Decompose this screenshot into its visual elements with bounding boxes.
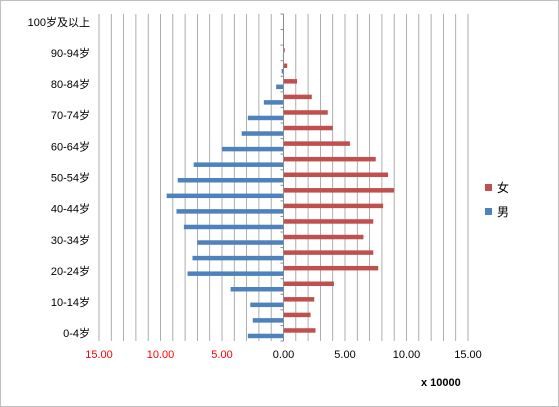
y-tick-label: 70-74岁 bbox=[51, 108, 90, 122]
bar-male-5-9岁 bbox=[252, 318, 284, 323]
bar-male-0-4岁 bbox=[247, 333, 284, 339]
bar-female-45-49岁 bbox=[283, 188, 395, 193]
bar-male-85-89岁 bbox=[281, 69, 284, 74]
legend: 女 男 bbox=[485, 180, 509, 219]
tick-labels: 0-4岁 10-14岁 20-24岁 30-34岁 40-44岁 50-54岁 60-64岁… bbox=[28, 15, 482, 361]
x-tick-label: 5.00 bbox=[211, 349, 232, 361]
y-tick-label: 10-14岁 bbox=[51, 295, 90, 309]
x-tick-label: 15.00 bbox=[85, 349, 113, 361]
x-axis-unit-label: x 10000 bbox=[421, 377, 461, 389]
bar-male-35-39岁 bbox=[183, 224, 284, 230]
x-tick-label: 5.00 bbox=[334, 349, 355, 361]
bars bbox=[166, 32, 395, 339]
bar-male-65-69岁 bbox=[241, 131, 284, 136]
bar-male-10-14岁 bbox=[250, 302, 284, 308]
bar-male-55-59岁 bbox=[193, 162, 284, 167]
y-tick-label: 30-34岁 bbox=[51, 233, 90, 247]
bar-male-60-64岁 bbox=[222, 146, 284, 152]
legend-label-female: 女 bbox=[497, 180, 509, 195]
y-tick-label: 20-24岁 bbox=[51, 264, 90, 278]
bar-female-0-4岁 bbox=[283, 328, 316, 333]
bar-female-25-29岁 bbox=[283, 250, 374, 255]
legend-label-male: 男 bbox=[497, 205, 509, 219]
bar-female-40-44岁 bbox=[283, 203, 384, 209]
bar-female-70-74岁 bbox=[283, 110, 328, 115]
bar-male-75-79岁 bbox=[263, 100, 284, 105]
x-tick-label: 10.00 bbox=[147, 349, 175, 361]
bar-male-15-19岁 bbox=[230, 287, 284, 292]
bar-male-80-84岁 bbox=[276, 84, 284, 90]
bar-male-20-24岁 bbox=[187, 271, 284, 276]
bar-female-80-84岁 bbox=[283, 79, 298, 84]
bar-male-50-54岁 bbox=[177, 178, 284, 183]
legend-swatch-female bbox=[485, 184, 492, 191]
y-tick-label: 100岁及以上 bbox=[28, 15, 90, 29]
x-tick-label: 10.00 bbox=[393, 349, 421, 361]
y-tick-label: 90-94岁 bbox=[51, 46, 90, 60]
x-tick-label: 0.00 bbox=[273, 349, 294, 361]
bar-female-60-64岁 bbox=[283, 141, 350, 146]
bar-female-5-9岁 bbox=[283, 312, 311, 318]
bar-female-50-54岁 bbox=[283, 172, 389, 177]
y-tick-label: 40-44岁 bbox=[51, 202, 90, 216]
y-tick-label: 0-4岁 bbox=[63, 326, 90, 340]
bar-female-15-19岁 bbox=[283, 281, 334, 286]
axes bbox=[280, 13, 284, 342]
bar-female-65-69岁 bbox=[283, 125, 333, 131]
bar-male-70-74岁 bbox=[247, 115, 284, 121]
bar-male-40-44岁 bbox=[176, 209, 284, 214]
bar-male-25-29岁 bbox=[192, 255, 284, 261]
grid-lines bbox=[98, 14, 469, 341]
bar-female-90-94岁 bbox=[283, 47, 285, 53]
bar-female-10-14岁 bbox=[283, 297, 315, 302]
bar-female-35-39岁 bbox=[283, 219, 374, 224]
bar-female-20-24岁 bbox=[283, 265, 379, 271]
x-tick-label: 15.00 bbox=[454, 349, 482, 361]
bar-female-55-59岁 bbox=[283, 156, 376, 162]
bar-female-75-79岁 bbox=[283, 94, 312, 100]
y-tick-label: 60-64岁 bbox=[51, 139, 90, 153]
y-tick-label: 80-84岁 bbox=[51, 77, 90, 91]
bar-female-30-34岁 bbox=[283, 234, 364, 240]
legend-swatch-male bbox=[485, 208, 492, 215]
bar-male-45-49岁 bbox=[166, 193, 284, 199]
bar-male-30-34岁 bbox=[197, 240, 284, 245]
y-tick-label: 50-54岁 bbox=[51, 171, 90, 185]
bar-female-85-89岁 bbox=[283, 63, 288, 68]
